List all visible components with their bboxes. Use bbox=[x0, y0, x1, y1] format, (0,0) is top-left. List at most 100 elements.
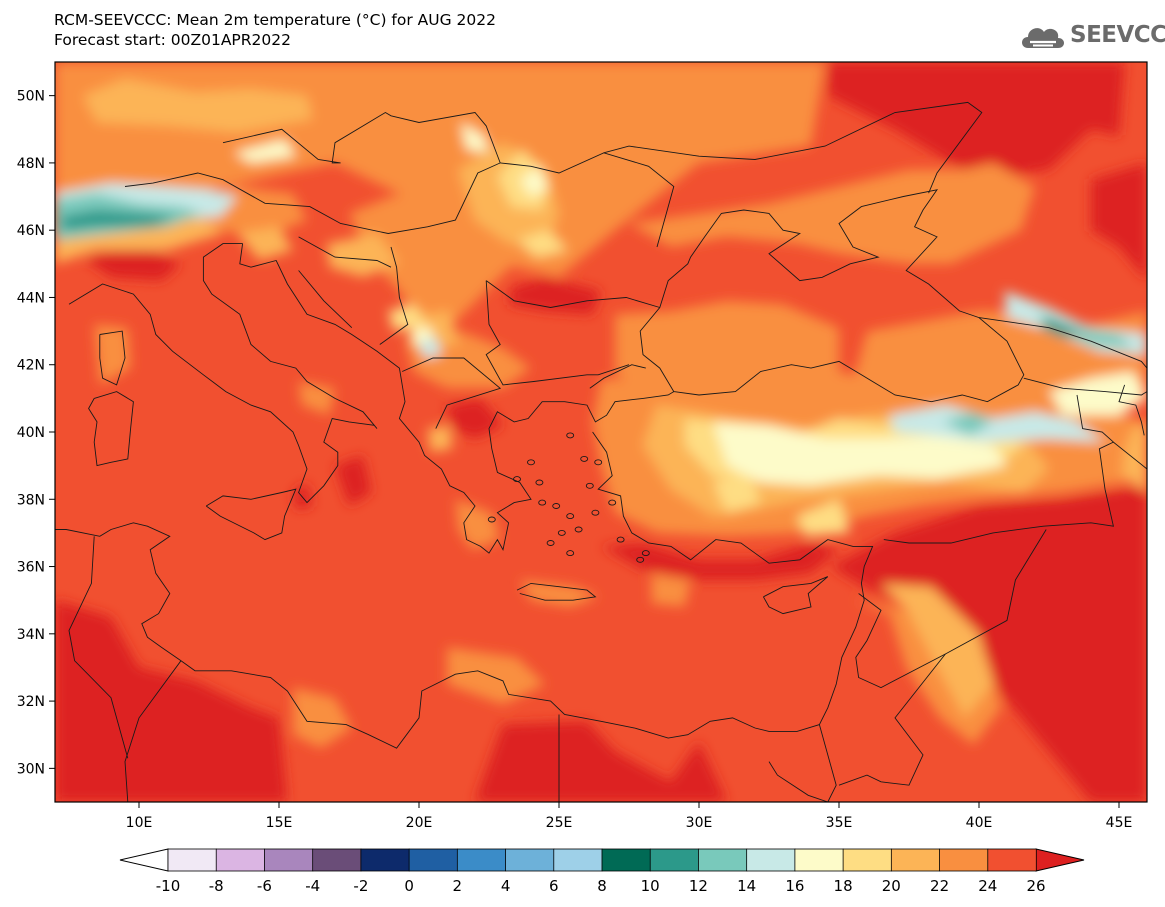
colorbar-swatch-2 bbox=[264, 848, 314, 872]
seevccc-logo: SEEVCCC bbox=[1018, 20, 1165, 58]
colorbar-label: 4 bbox=[501, 877, 511, 895]
island-7 bbox=[580, 455, 589, 462]
temperature-zone-43 bbox=[713, 472, 761, 513]
colorbar-label: 8 bbox=[597, 877, 607, 895]
island-16 bbox=[527, 459, 535, 466]
island-15 bbox=[487, 516, 496, 523]
colorbar-swatch-6 bbox=[456, 848, 507, 872]
colorbar-label: 22 bbox=[930, 877, 949, 895]
colorbar: -10 -8 -6 -4 -2 0 2 4 6 8 10 12 14 16 18 20 22 24 26 bbox=[119, 848, 1085, 895]
temperature-zone-44 bbox=[797, 499, 851, 537]
colorbar-label: -8 bbox=[209, 877, 224, 895]
lat-tick-label: 46N bbox=[17, 223, 45, 239]
chart-title-block: RCM-SEEVCCC: Mean 2m temperature (°C) fo… bbox=[54, 10, 496, 50]
temperature-zone-54 bbox=[419, 337, 442, 358]
island-19 bbox=[641, 550, 650, 557]
lat-tick-label: 50N bbox=[17, 89, 45, 105]
colorbar-label: 18 bbox=[834, 877, 853, 895]
boundary-line-21 bbox=[768, 724, 837, 802]
temperature-zone-3 bbox=[601, 543, 839, 580]
temperature-zone-14 bbox=[629, 162, 1035, 264]
boundary-line-1 bbox=[205, 488, 297, 541]
boundary-line-16 bbox=[603, 101, 983, 194]
boundary-line-9 bbox=[222, 111, 501, 164]
lat-tick-label: 30N bbox=[17, 761, 45, 777]
boundary-line-24 bbox=[68, 536, 129, 759]
boundary-line-25 bbox=[1023, 377, 1147, 396]
cloud-logo-icon bbox=[1022, 28, 1064, 48]
temperature-zone-2 bbox=[830, 485, 1147, 802]
colorbar-label: 2 bbox=[453, 877, 463, 895]
colorbar-high-triangle bbox=[1035, 848, 1085, 872]
temperature-zone-11 bbox=[83, 243, 181, 281]
boundary-line-7 bbox=[516, 582, 597, 601]
temperature-zone-24 bbox=[519, 580, 599, 607]
boundary-line-23 bbox=[124, 660, 182, 802]
temperature-zone-7 bbox=[508, 277, 601, 315]
colorbar-swatch-17 bbox=[987, 848, 1037, 872]
lon-tick-label: 40E bbox=[966, 815, 993, 831]
lat-tick-label: 44N bbox=[17, 290, 45, 306]
colorbar-swatch-10 bbox=[649, 848, 700, 872]
island-6 bbox=[585, 482, 594, 489]
island-3 bbox=[552, 503, 561, 509]
colorbar-swatch-8 bbox=[553, 848, 603, 872]
colorbar-swatch-5 bbox=[408, 848, 459, 872]
boundary-line-3 bbox=[99, 330, 126, 386]
boundary-line-28 bbox=[1118, 384, 1145, 436]
lat-tick-label: 38N bbox=[17, 492, 45, 508]
boundary-line-11 bbox=[485, 280, 630, 386]
temperature-zone-4 bbox=[827, 62, 1125, 180]
lon-tick-label: 35E bbox=[826, 815, 853, 831]
temperature-zone-0 bbox=[55, 600, 288, 802]
colorbar-label: 6 bbox=[549, 877, 559, 895]
lat-tick-label: 48N bbox=[17, 156, 45, 172]
temperature-map-plot bbox=[55, 62, 1147, 802]
temperature-zone-12 bbox=[293, 482, 313, 510]
island-13 bbox=[513, 476, 521, 483]
boundary-line-5 bbox=[55, 431, 874, 749]
colorbar-label: -2 bbox=[353, 877, 368, 895]
lon-tick-label: 10E bbox=[126, 815, 153, 831]
colorbar-swatch-0 bbox=[167, 848, 217, 872]
island-8 bbox=[616, 536, 625, 543]
lat-tick-label: 36N bbox=[17, 560, 45, 576]
colorbar-swatch-4 bbox=[360, 848, 410, 872]
temperature-zone-25 bbox=[651, 573, 691, 607]
lon-tick-label: 30E bbox=[686, 815, 713, 831]
colorbar-low-triangle bbox=[119, 848, 169, 872]
temperature-zone-45 bbox=[713, 421, 1007, 486]
colorbar-swatch-14 bbox=[842, 848, 893, 872]
island-18 bbox=[594, 459, 603, 466]
colorbar-label: -10 bbox=[156, 877, 181, 895]
temperature-zone-38 bbox=[1121, 421, 1147, 493]
boundary-line-13 bbox=[379, 246, 409, 345]
logo-text: SEEVCCC bbox=[1070, 22, 1165, 48]
colorbar-swatch-7 bbox=[505, 848, 555, 872]
lat-tick-label: 34N bbox=[17, 627, 45, 643]
lon-tick-label: 20E bbox=[406, 815, 433, 831]
boundary-line-27 bbox=[1076, 394, 1114, 443]
boundary-line-10 bbox=[485, 280, 660, 308]
colorbar-swatch-3 bbox=[312, 848, 362, 872]
temperature-zone-29 bbox=[83, 78, 313, 133]
colorbar-label: 20 bbox=[882, 877, 901, 895]
colorbar-swatch-15 bbox=[890, 848, 941, 872]
colorbar-label: -4 bbox=[305, 877, 320, 895]
temperature-field bbox=[55, 62, 1147, 802]
temperature-zone-36 bbox=[427, 425, 453, 453]
colorbar-label: 16 bbox=[785, 877, 804, 895]
boundary-line-12 bbox=[402, 357, 502, 429]
temperature-zone-56 bbox=[1035, 310, 1133, 348]
map-axes: 10E 15E 20E 25E 30E 35E 40E 45E 30N 32N 34N 36N 38N 4… bbox=[17, 89, 1133, 831]
colorbar-label: -6 bbox=[257, 877, 272, 895]
island-10 bbox=[566, 550, 575, 557]
colorbar-swatch-11 bbox=[698, 848, 748, 872]
island-2 bbox=[566, 513, 575, 520]
colorbar-swatch-1 bbox=[215, 848, 266, 872]
boundary-line-20 bbox=[838, 653, 946, 786]
forecast-start: Forecast start: 00Z01APR2022 bbox=[54, 31, 291, 49]
temperature-zone-57 bbox=[942, 411, 993, 436]
island-4 bbox=[574, 526, 583, 533]
temperature-zone-1 bbox=[475, 721, 727, 802]
